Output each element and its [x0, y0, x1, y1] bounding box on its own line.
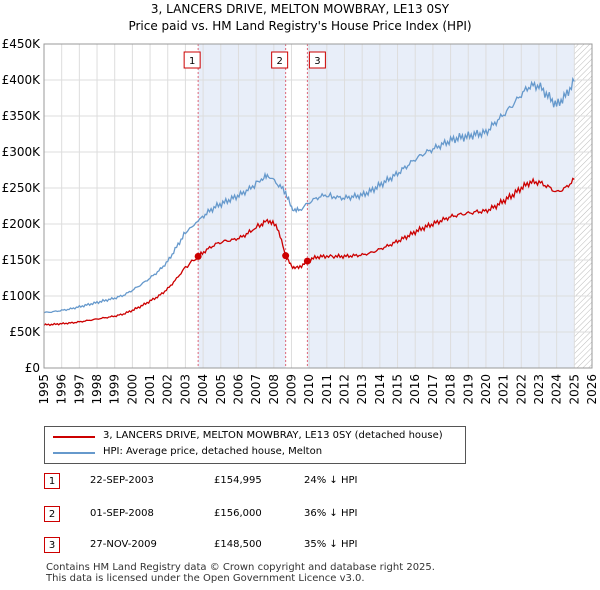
- legend-label-property: 3, LANCERS DRIVE, MELTON MOWBRAY, LE13 0…: [103, 430, 443, 441]
- transaction-hpi: 36% ↓ HPI: [304, 508, 358, 519]
- forecast-hatch: [574, 44, 592, 368]
- chart-subtitle: Price paid vs. HM Land Registry's House …: [128, 19, 471, 33]
- x-tick-label: 1995: [37, 374, 51, 405]
- plot-border: [43, 43, 593, 369]
- transaction-date: 01-SEP-2008: [90, 508, 154, 519]
- shaded-period: [307, 44, 575, 368]
- legend-swatch-blue: [53, 452, 95, 454]
- transaction-row: 3 27-NOV-2009 £148,500 35% ↓ HPI: [44, 537, 384, 555]
- transaction-row: 1 22-SEP-2003 £154,995 24% ↓ HPI: [44, 473, 384, 491]
- transaction-number: 1: [44, 473, 60, 489]
- marker-label-box: [308, 51, 326, 69]
- sale-point: [282, 252, 290, 260]
- y-tick-label: £300K: [2, 145, 42, 159]
- y-tick-label: £250K: [2, 181, 42, 195]
- x-tick-label: 2009: [284, 374, 298, 405]
- sale-point: [303, 257, 311, 265]
- x-tick-label: 1996: [55, 374, 69, 405]
- x-tick-label: 2017: [426, 374, 440, 405]
- transaction-price: £156,000: [214, 508, 262, 519]
- marker-label: 3: [314, 56, 320, 67]
- sale-point: [194, 252, 202, 260]
- y-tick-label: £0: [25, 361, 40, 375]
- hpi-line: [43, 76, 575, 314]
- x-tick-label: 1998: [90, 374, 104, 405]
- x-tick-label: 2010: [302, 374, 316, 405]
- chart-title: 3, LANCERS DRIVE, MELTON MOWBRAY, LE13 0…: [151, 2, 450, 16]
- x-tick-label: 2020: [479, 374, 493, 405]
- transaction-hpi: 35% ↓ HPI: [304, 539, 358, 550]
- x-tick-label: 2018: [444, 374, 458, 405]
- footer-licence: This data is licensed under the Open Gov…: [46, 573, 365, 584]
- x-tick-label: 2022: [514, 374, 528, 405]
- x-tick-label: 2016: [408, 374, 422, 405]
- y-tick-label: £200K: [2, 217, 42, 231]
- x-tick-label: 2003: [178, 374, 192, 405]
- x-tick-label: 2002: [161, 374, 175, 405]
- transaction-number: 2: [44, 506, 60, 522]
- shaded-period: [198, 44, 286, 368]
- x-tick-label: 2012: [338, 374, 352, 405]
- transaction-price: £148,500: [214, 539, 262, 550]
- x-tick-label: 2008: [267, 374, 281, 405]
- marker-label-box: [271, 51, 289, 69]
- x-tick-label: 1999: [108, 374, 122, 405]
- marker-label: 2: [276, 56, 282, 67]
- x-tick-label: 2013: [355, 374, 369, 405]
- footer: Contains HM Land Registry data © Crown c…: [46, 562, 435, 584]
- x-tick-label: 2000: [125, 374, 139, 405]
- transaction-date: 22-SEP-2003: [90, 475, 154, 486]
- y-tick-label: £100K: [2, 289, 42, 303]
- transaction-number: 3: [44, 537, 60, 553]
- x-tick-label: 2026: [585, 374, 599, 405]
- y-tick-label: £450K: [2, 37, 42, 51]
- y-tick-label: £400K: [2, 73, 42, 87]
- x-tick-label: 2025: [567, 374, 581, 405]
- legend-swatch-red: [53, 436, 95, 438]
- y-tick-label: £50K: [9, 325, 41, 339]
- transaction-date: 27-NOV-2009: [90, 539, 157, 550]
- x-tick-label: 2015: [391, 374, 405, 405]
- marker-label-box: [183, 51, 201, 69]
- footer-copyright: Contains HM Land Registry data © Crown c…: [46, 562, 435, 573]
- x-tick-label: 2023: [532, 374, 546, 405]
- legend-label-hpi: HPI: Average price, detached house, Melt…: [103, 446, 323, 457]
- legend: 3, LANCERS DRIVE, MELTON MOWBRAY, LE13 0…: [44, 426, 466, 464]
- y-tick-label: £350K: [2, 109, 42, 123]
- price-chart: 3, LANCERS DRIVE, MELTON MOWBRAY, LE13 0…: [2, 2, 599, 405]
- marker-label: 1: [189, 56, 195, 67]
- x-tick-label: 2021: [497, 374, 511, 405]
- transaction-hpi: 24% ↓ HPI: [304, 475, 358, 486]
- transaction-price: £154,995: [214, 475, 262, 486]
- x-tick-label: 2011: [320, 374, 334, 405]
- x-tick-label: 2004: [196, 374, 210, 405]
- transaction-row: 2 01-SEP-2008 £156,000 36% ↓ HPI: [44, 506, 384, 524]
- x-tick-label: 2014: [373, 374, 387, 405]
- x-tick-label: 2024: [550, 374, 564, 405]
- y-tick-label: £150K: [2, 253, 42, 267]
- x-tick-label: 2019: [461, 374, 475, 405]
- x-tick-label: 2007: [249, 374, 263, 405]
- x-tick-label: 1997: [72, 374, 86, 405]
- x-tick-label: 2005: [214, 374, 228, 405]
- x-tick-label: 2001: [143, 374, 157, 405]
- x-tick-label: 2006: [231, 374, 245, 405]
